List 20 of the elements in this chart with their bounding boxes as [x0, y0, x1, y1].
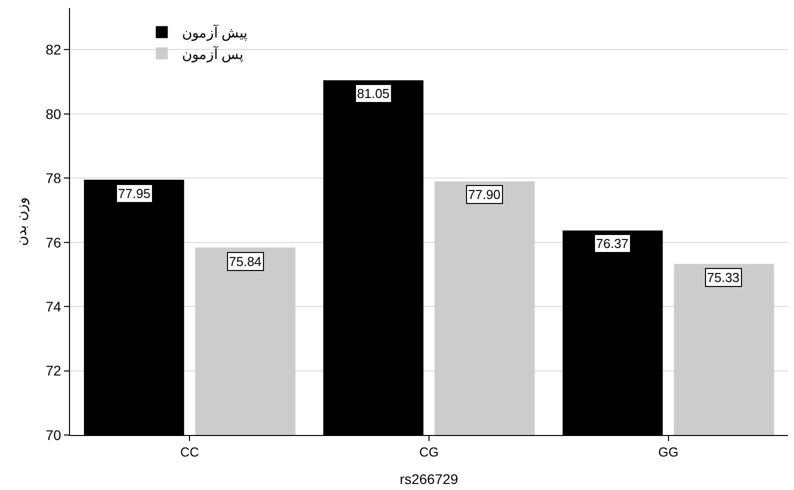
- data-label: 75.84: [229, 254, 262, 269]
- x-tick-label: CG: [419, 444, 439, 460]
- data-label: 75.33: [707, 270, 740, 285]
- x-tick-label: CC: [180, 444, 200, 460]
- y-tick-label: 70: [46, 426, 62, 443]
- legend-label: پیش آزمون: [182, 24, 248, 42]
- y-tick-label: 76: [46, 234, 62, 250]
- data-label: 77.95: [118, 186, 151, 201]
- x-axis-title: rs266729: [400, 470, 458, 487]
- data-label: 81.05: [357, 86, 390, 101]
- legend-label: پس آزمون: [182, 44, 244, 63]
- x-tick-label: GG: [658, 444, 678, 460]
- y-tick-label: 78: [46, 170, 62, 186]
- y-tick-label: 80: [46, 106, 62, 122]
- data-label: 76.37: [596, 236, 629, 251]
- y-axis-title: وزن بدن: [13, 197, 30, 246]
- y-tick-label: 82: [46, 42, 62, 58]
- y-tick-label: 74: [46, 298, 62, 314]
- y-tick-label: 72: [46, 362, 62, 379]
- data-label: 77.90: [468, 187, 501, 202]
